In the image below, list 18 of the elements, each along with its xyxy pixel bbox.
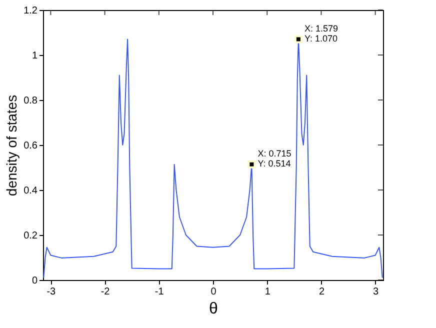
x-tick-label: -1 <box>154 286 164 298</box>
annotation: X: 0.715 Y: 0.514 <box>258 148 292 168</box>
y-tick-label: 1 <box>32 50 38 62</box>
y-tick-label: 0 <box>32 276 38 286</box>
y-tick-label: 0.4 <box>24 186 38 196</box>
y-tick-label: 1.2 <box>24 6 38 16</box>
y-tick-label: 0.8 <box>24 96 38 106</box>
annotation: X: 1.579 Y: 1.070 <box>304 23 338 44</box>
y-tick-label: 0.6 <box>24 140 38 152</box>
x-tick-label: -2 <box>100 286 110 298</box>
y-axis-title: density of states <box>4 94 20 196</box>
x-tick-label: 0 <box>210 286 217 298</box>
x-axis-title: θ <box>209 300 218 318</box>
x-tick-label: 2 <box>318 286 325 298</box>
x-tick-label: 1 <box>264 286 271 298</box>
y-tick-label: 0.2 <box>24 230 38 242</box>
x-tick-label: -3 <box>46 286 56 298</box>
x-tick-label: 3 <box>373 286 380 298</box>
